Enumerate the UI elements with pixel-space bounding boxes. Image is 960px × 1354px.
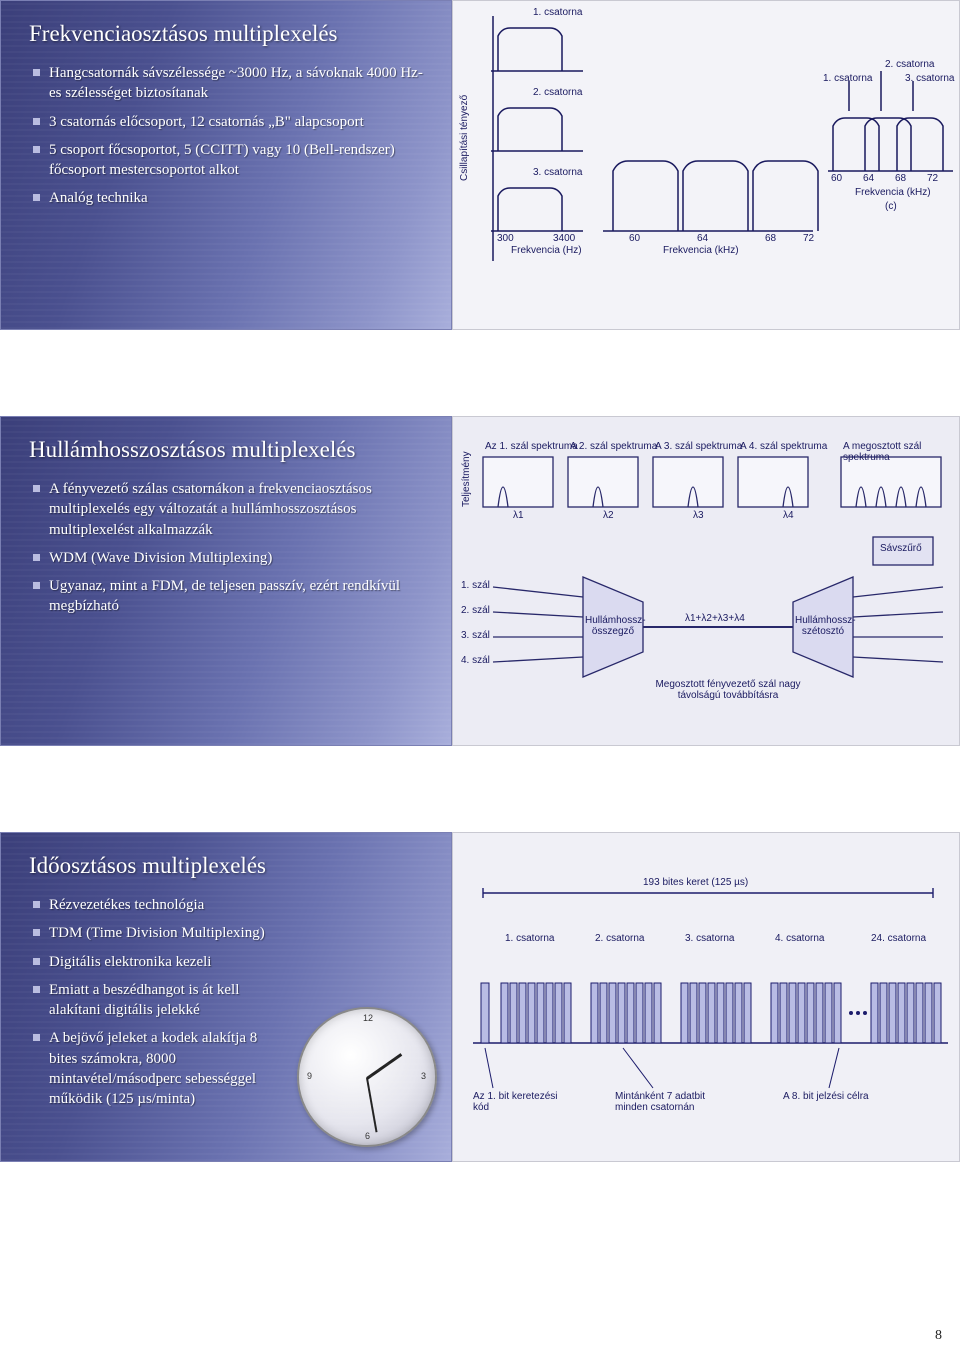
tick: 72: [803, 233, 814, 244]
tick: 300: [497, 233, 514, 244]
figure-fdm: 1. csatorna 2. csatorna 3. csatorna Csil…: [452, 0, 960, 330]
slide-fdm-title: Frekvenciaosztásos multiplexelés: [29, 21, 429, 47]
label: 2. csatorna: [533, 87, 582, 98]
bullet: 3 csatornás előcsoport, 12 csatornás „B"…: [33, 112, 423, 132]
label: Sávszűrő: [880, 543, 922, 554]
bullet: WDM (Wave Division Multiplexing): [33, 548, 423, 568]
label: λ1: [513, 510, 524, 521]
tick: 60: [831, 173, 842, 184]
tick: 3400: [553, 233, 575, 244]
label: Az 1. szál spektruma: [485, 441, 578, 452]
label: λ2: [603, 510, 614, 521]
label: Az 1. bit keretezési kód: [473, 1091, 563, 1113]
row-fdm: Frekvenciaosztásos multiplexelés Hangcsa…: [0, 0, 960, 330]
label: Mintánként 7 adatbit minden csatornán: [615, 1091, 735, 1113]
label: 24. csatorna: [871, 933, 926, 944]
tick: 64: [697, 233, 708, 244]
bullet: A fényvezető szálas csatornákon a frekve…: [33, 479, 423, 540]
bullet: Emiatt a beszédhangot is át kell alakíta…: [33, 980, 277, 1021]
label: Hullámhossz- összegző: [585, 615, 641, 637]
slide-wdm-title: Hullámhosszosztásos multiplexelés: [29, 437, 429, 463]
label: 1. szál: [461, 580, 490, 591]
figure-wdm: Az 1. szál spektruma A 2. szál spektruma…: [452, 416, 960, 746]
bullet: 5 csoport főcsoportot, 5 (CCITT) vagy 10…: [33, 140, 423, 181]
row-wdm: Hullámhosszosztásos multiplexelés A fény…: [0, 416, 960, 746]
label: A 8. bit jelzési célra: [783, 1091, 913, 1102]
page-number: 8: [0, 1322, 960, 1354]
bullet: TDM (Time Division Multiplexing): [33, 923, 277, 943]
label: 4. szál: [461, 655, 490, 666]
tick: 68: [895, 173, 906, 184]
slide-tdm-title: Időosztásos multiplexelés: [29, 853, 429, 879]
tick: 72: [927, 173, 938, 184]
slide-wdm: Hullámhosszosztásos multiplexelés A fény…: [0, 416, 452, 746]
tick: 68: [765, 233, 776, 244]
bullet: Analóg technika: [33, 188, 423, 208]
label: 1. csatorna: [505, 933, 554, 944]
label: A 4. szál spektruma: [740, 441, 827, 452]
slide-fdm: Frekvenciaosztásos multiplexelés Hangcsa…: [0, 0, 452, 330]
slide-tdm: Időosztásos multiplexelés Rézvezetékes t…: [0, 832, 452, 1162]
spacer: [0, 746, 960, 832]
slide-wdm-bullets: A fényvezető szálas csatornákon a frekve…: [23, 479, 429, 617]
label: 4. csatorna: [775, 933, 824, 944]
bullet: Digitális elektronika kezeli: [33, 952, 277, 972]
clock-icon: 12 3 6 9: [297, 1007, 437, 1147]
label: Megosztott fényvezető szál nagy távolság…: [633, 679, 823, 701]
tick: 60: [629, 233, 640, 244]
slide-fdm-bullets: Hangcsatornák sávszélessége ~3000 Hz, a …: [23, 63, 429, 209]
label: 3. csatorna: [685, 933, 734, 944]
bullet: Rézvezetékes technológia: [33, 895, 277, 915]
figure-tdm: 193 bites keret (125 µs) 1. csatorna 2. …: [452, 832, 960, 1162]
spacer: [0, 330, 960, 416]
label: Teljesítmény: [461, 451, 472, 507]
label: 193 bites keret (125 µs): [643, 877, 748, 888]
page-root: Frekvenciaosztásos multiplexelés Hangcsa…: [0, 0, 960, 1354]
label: Frekvencia (kHz): [663, 245, 739, 256]
label: 2. csatorna: [595, 933, 644, 944]
label: Hullámhossz- szétosztó: [795, 615, 851, 637]
label: 3. szál: [461, 630, 490, 641]
label: 3. csatorna: [905, 73, 954, 84]
slide-tdm-bullets: Rézvezetékes technológia TDM (Time Divis…: [23, 895, 283, 1109]
bullet: A bejövő jeleket a kodek alakítja 8 bite…: [33, 1028, 277, 1109]
label: (c): [885, 201, 897, 212]
label: A megosztott szál spektruma: [843, 441, 959, 463]
tick: 64: [863, 173, 874, 184]
label: Csillapítási tényező: [459, 95, 470, 181]
bullet: Ugyanaz, mint a FDM, de teljesen passzív…: [33, 576, 423, 617]
footer-gap: [0, 1162, 960, 1322]
label: A 3. szál spektruma: [655, 441, 742, 452]
row-tdm: Időosztásos multiplexelés Rézvezetékes t…: [0, 832, 960, 1162]
label: λ3: [693, 510, 704, 521]
label: λ4: [783, 510, 794, 521]
label: Frekvencia (kHz): [855, 187, 931, 198]
label: 2. csatorna: [885, 59, 934, 70]
label: 1. csatorna: [823, 73, 872, 84]
bullet: Hangcsatornák sávszélessége ~3000 Hz, a …: [33, 63, 423, 104]
label: 1. csatorna: [533, 7, 582, 18]
label: λ1+λ2+λ3+λ4: [685, 613, 745, 624]
label: 2. szál: [461, 605, 490, 616]
label: A 2. szál spektruma: [570, 441, 657, 452]
label: Frekvencia (Hz): [511, 245, 582, 256]
label: 3. csatorna: [533, 167, 582, 178]
fdm-svg: [453, 1, 960, 330]
